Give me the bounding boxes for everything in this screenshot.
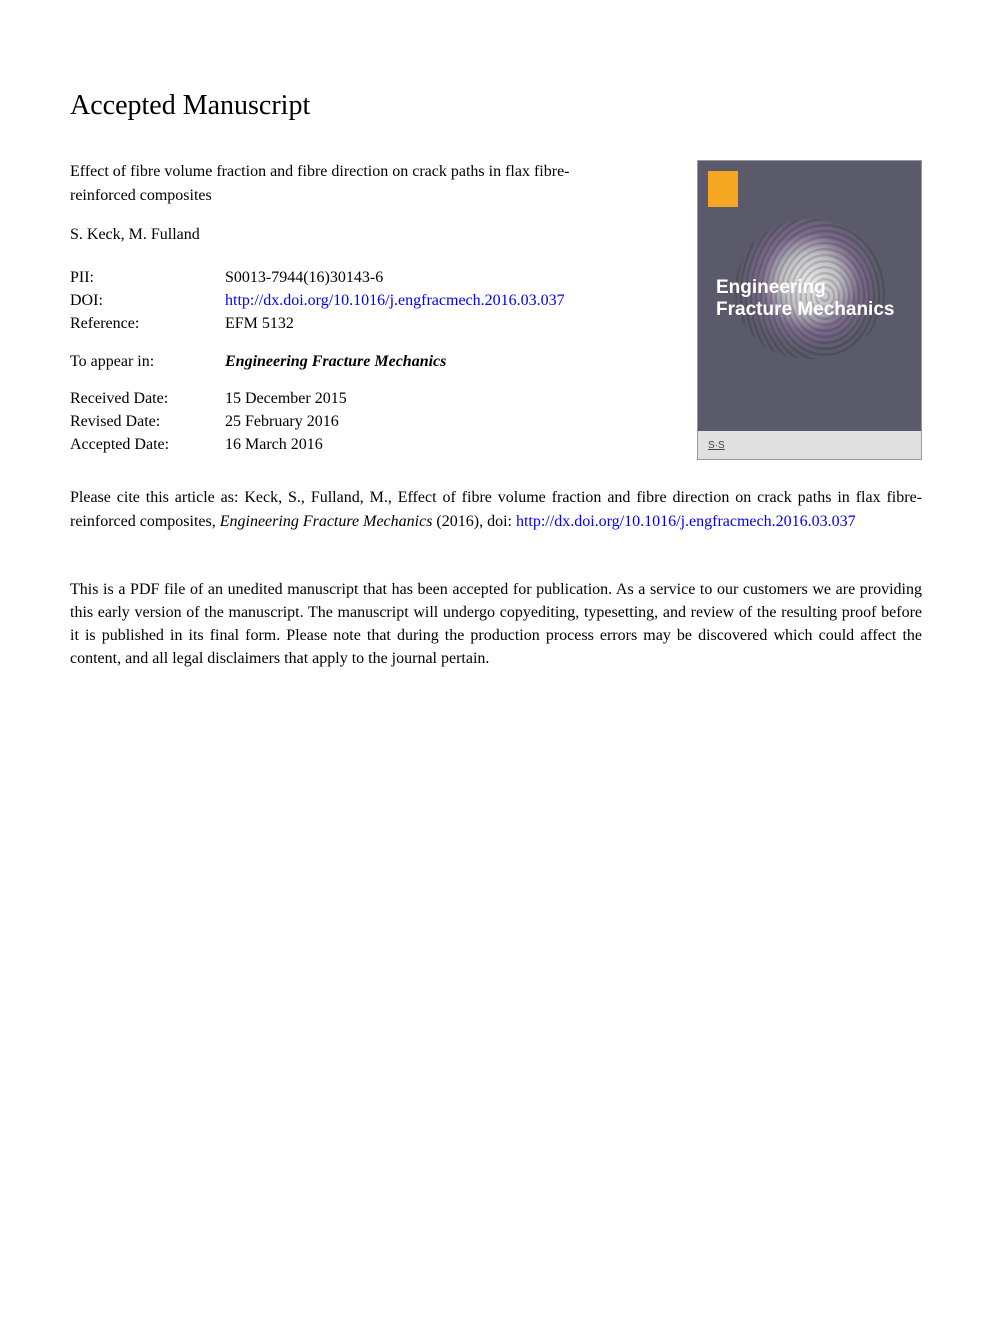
pii-label: PII:: [70, 266, 225, 289]
appear-label: To appear in:: [70, 350, 225, 373]
authors: S. Keck, M. Fulland: [70, 226, 630, 244]
metadata-row-pii: PII: S0013-7944(16)30143-6: [70, 266, 630, 289]
cover-title-line1: Engineering: [716, 277, 826, 298]
left-column: Effect of fibre volume fraction and fibr…: [70, 160, 630, 456]
reference-label: Reference:: [70, 312, 225, 335]
metadata-table: PII: S0013-7944(16)30143-6 DOI: http://d…: [70, 266, 630, 456]
appear-value: Engineering Fracture Mechanics: [225, 350, 630, 373]
citation-journal: Engineering Fracture Mechanics: [220, 513, 433, 530]
cover-journal-title: Engineering Fracture Mechanics: [716, 277, 903, 321]
revised-label: Revised Date:: [70, 410, 225, 433]
metadata-row-reference: Reference: EFM 5132: [70, 312, 630, 335]
citation-year-doi-prefix: (2016), doi:: [432, 513, 516, 530]
revised-value: 25 February 2016: [225, 410, 630, 433]
citation-doi-link[interactable]: http://dx.doi.org/10.1016/j.engfracmech.…: [516, 513, 856, 530]
metadata-row-accepted: Accepted Date: 16 March 2016: [70, 433, 630, 456]
citation-block: Please cite this article as: Keck, S., F…: [70, 486, 922, 532]
accepted-manuscript-heading: Accepted Manuscript: [70, 90, 922, 122]
doi-label: DOI:: [70, 289, 225, 312]
received-value: 15 December 2015: [225, 387, 630, 410]
cover-footer: S·S: [698, 431, 921, 459]
metadata-row-received: Received Date: 15 December 2015: [70, 387, 630, 410]
cover-footer-logo: S·S: [708, 440, 725, 451]
metadata-row-doi: DOI: http://dx.doi.org/10.1016/j.engfrac…: [70, 289, 630, 312]
doi-link[interactable]: http://dx.doi.org/10.1016/j.engfracmech.…: [225, 289, 630, 312]
accepted-value: 16 March 2016: [225, 433, 630, 456]
journal-cover-thumbnail: Engineering Fracture Mechanics S·S: [697, 160, 922, 460]
metadata-row-revised: Revised Date: 25 February 2016: [70, 410, 630, 433]
accepted-label: Accepted Date:: [70, 433, 225, 456]
received-label: Received Date:: [70, 387, 225, 410]
article-title: Effect of fibre volume fraction and fibr…: [70, 160, 630, 208]
disclaimer-block: This is a PDF file of an unedited manusc…: [70, 578, 922, 671]
metadata-row-appear: To appear in: Engineering Fracture Mecha…: [70, 350, 630, 373]
pii-value: S0013-7944(16)30143-6: [225, 266, 630, 289]
reference-value: EFM 5132: [225, 312, 630, 335]
elsevier-logo-icon: [708, 171, 738, 207]
content-area: Engineering Fracture Mechanics S·S Effec…: [70, 160, 922, 670]
cover-title-line2: Fracture Mechanics: [716, 299, 894, 320]
